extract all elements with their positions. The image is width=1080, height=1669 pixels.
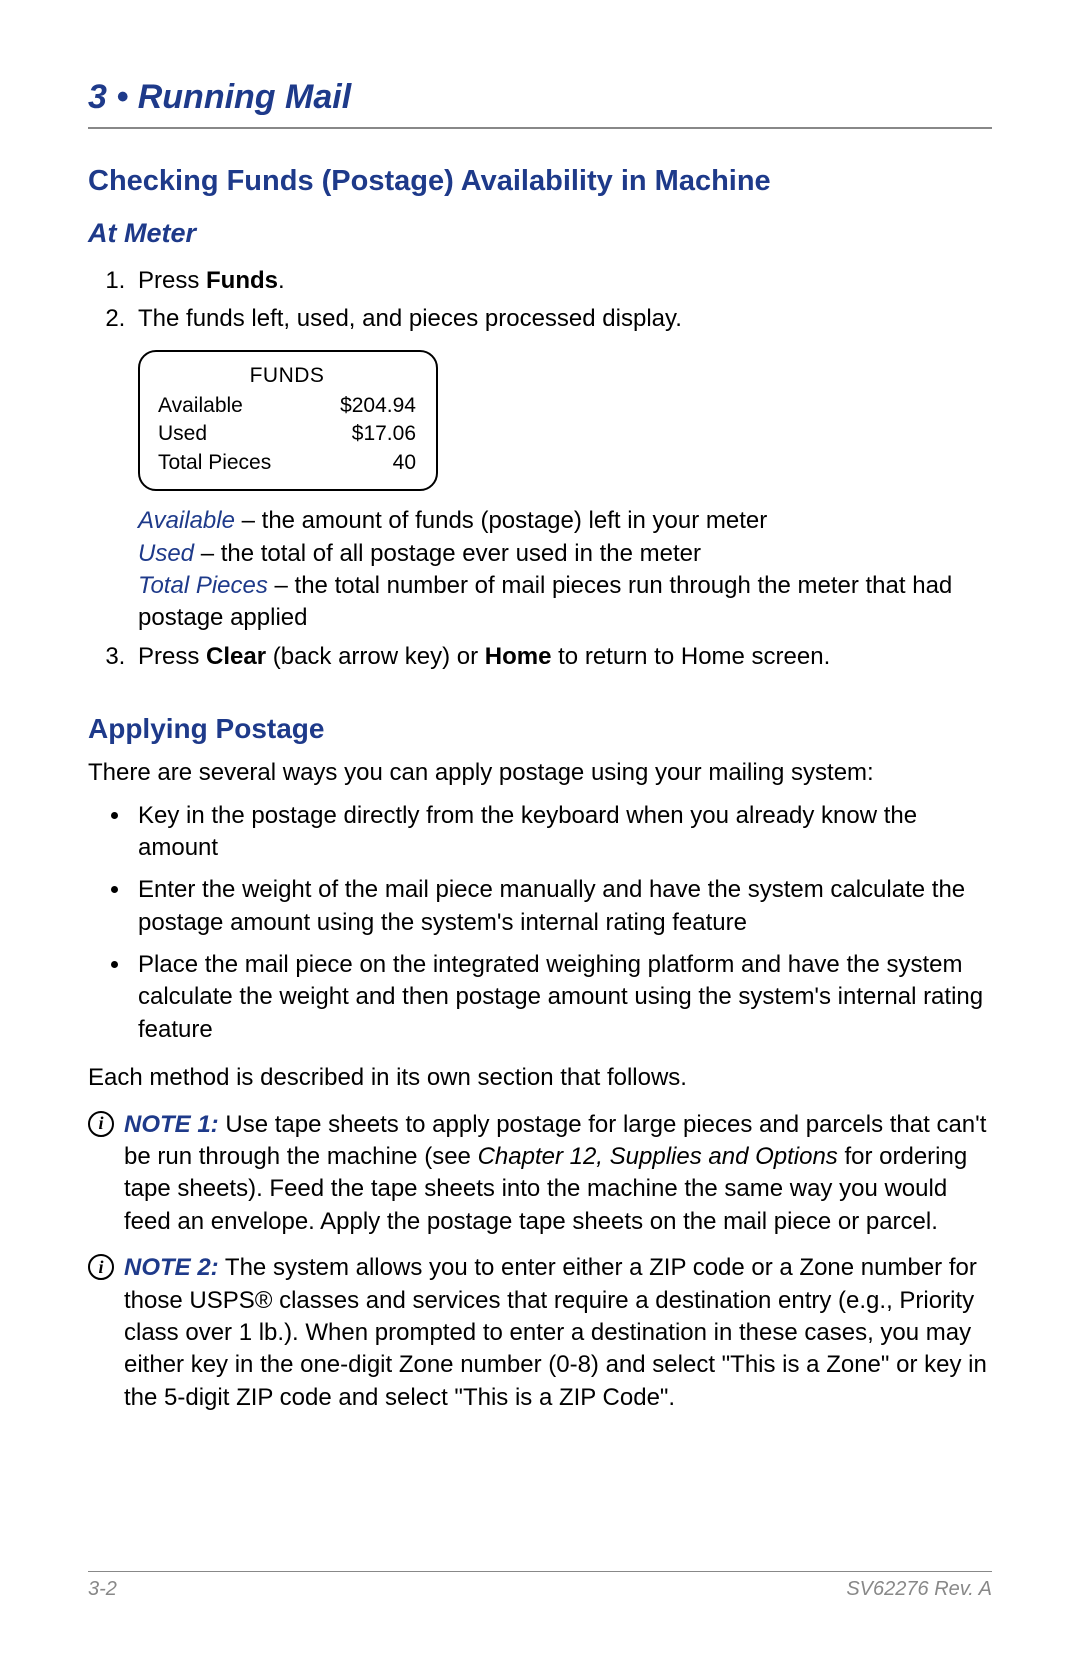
funds-row-total-pieces: Total Pieces 40: [158, 449, 416, 477]
document-page: 3 • Running Mail Checking Funds (Postage…: [0, 0, 1080, 1414]
definition-text: – the total of all postage ever used in …: [194, 540, 701, 567]
chapter-bullet: •: [116, 78, 128, 116]
definition-term: Total Pieces: [138, 572, 268, 599]
steps-list: Press Funds. The funds left, used, and p…: [88, 265, 992, 673]
footer-doc-revision: SV62276 Rev. A: [846, 1578, 992, 1601]
step-3-text-a: Press: [138, 643, 206, 670]
chapter-title: Running Mail: [138, 78, 351, 116]
funds-row-label: Used: [158, 420, 207, 448]
bullet-item: Enter the weight of the mail piece manua…: [132, 874, 992, 939]
chapter-header: 3 • Running Mail: [88, 78, 992, 129]
note-1: i NOTE 1: Use tape sheets to apply posta…: [88, 1109, 992, 1239]
note-label: NOTE 1:: [124, 1111, 219, 1138]
chapter-number: 3: [88, 78, 107, 116]
definition-total-pieces: Total Pieces – the total number of mail …: [138, 570, 992, 635]
step-3-text-b: (back arrow key) or: [266, 643, 485, 670]
step-2: The funds left, used, and pieces process…: [132, 303, 992, 634]
info-icon: i: [88, 1254, 114, 1280]
page-footer: 3-2 SV62276 Rev. A: [88, 1571, 992, 1601]
funds-row-value: $204.94: [340, 392, 416, 420]
bullet-item: Place the mail piece on the integrated w…: [132, 949, 992, 1046]
section-heading-funds: Checking Funds (Postage) Availability in…: [88, 165, 992, 198]
funds-display-panel: FUNDS Available $204.94 Used $17.06 Tota…: [138, 350, 438, 491]
note-1-body: NOTE 1: Use tape sheets to apply postage…: [124, 1109, 992, 1239]
definition-term: Used: [138, 540, 194, 567]
step-3-text-c: to return to Home screen.: [551, 643, 830, 670]
definition-used: Used – the total of all postage ever use…: [138, 538, 992, 570]
applying-closing: Each method is described in its own sect…: [88, 1062, 992, 1094]
funds-row-label: Available: [158, 392, 243, 420]
bullet-item: Key in the postage directly from the key…: [132, 800, 992, 865]
funds-row-available: Available $204.94: [158, 392, 416, 420]
step-1-bold: Funds: [206, 267, 278, 294]
funds-row-label: Total Pieces: [158, 449, 271, 477]
note-label: NOTE 2:: [124, 1254, 219, 1281]
note-italic-ref: Chapter 12, Supplies and Options: [478, 1143, 838, 1170]
applying-intro: There are several ways you can apply pos…: [88, 757, 992, 789]
section-heading-applying-postage: Applying Postage: [88, 713, 992, 745]
subsection-heading-at-meter: At Meter: [88, 218, 992, 249]
info-icon: i: [88, 1111, 114, 1137]
note-text: The system allows you to enter either a …: [124, 1254, 987, 1411]
funds-row-value: 40: [393, 449, 416, 477]
definition-term: Available: [138, 507, 235, 534]
definition-available: Available – the amount of funds (postage…: [138, 505, 992, 537]
funds-row-value: $17.06: [352, 420, 416, 448]
step-1: Press Funds.: [132, 265, 992, 297]
definitions: Available – the amount of funds (postage…: [138, 505, 992, 635]
step-3-bold-home: Home: [485, 643, 552, 670]
funds-panel-title: FUNDS: [158, 362, 416, 390]
applying-bullets: Key in the postage directly from the key…: [88, 800, 992, 1047]
footer-page-number: 3-2: [88, 1578, 117, 1601]
funds-row-used: Used $17.06: [158, 420, 416, 448]
step-3: Press Clear (back arrow key) or Home to …: [132, 641, 992, 673]
step-1-text-b: .: [278, 267, 285, 294]
step-3-bold-clear: Clear: [206, 643, 266, 670]
note-2-body: NOTE 2: The system allows you to enter e…: [124, 1252, 992, 1414]
step-1-text-a: Press: [138, 267, 206, 294]
definition-text: – the amount of funds (postage) left in …: [235, 507, 767, 534]
note-2: i NOTE 2: The system allows you to enter…: [88, 1252, 992, 1414]
step-2-text: The funds left, used, and pieces process…: [138, 305, 682, 332]
